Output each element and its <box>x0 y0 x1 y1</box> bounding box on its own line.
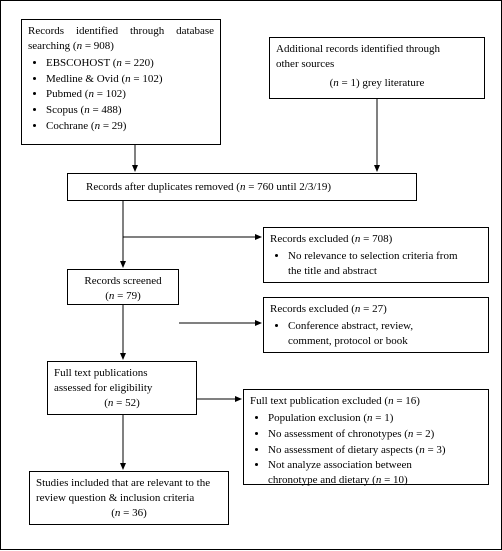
box-fulltext: Full text publications assessed for elig… <box>47 361 197 415</box>
list-item: Scopus (n = 488) <box>46 103 214 118</box>
box-excluded-27: Records excluded (n = 27) Conference abs… <box>263 297 489 353</box>
t: review question & inclusion criteria <box>36 491 222 506</box>
t: comment, protocol or book <box>288 335 408 347</box>
t: = 760 until 2/3/19) <box>245 181 331 193</box>
t: other sources <box>276 57 478 72</box>
t: No relevance to selection criteria from <box>288 250 458 262</box>
t: = 1) grey literature <box>339 77 425 89</box>
box-screened: Records screened (n = 79) <box>67 269 179 305</box>
excl2-list: Conference abstract, review, comment, pro… <box>270 319 482 349</box>
t: EBSCOHOST ( <box>46 57 116 69</box>
t: = 488) <box>90 104 122 116</box>
t: = 908) <box>82 40 114 52</box>
list-item: EBSCOHOST (n = 220) <box>46 56 214 71</box>
t: assessed for eligibility <box>54 381 190 396</box>
t: = 708) <box>360 233 392 245</box>
t: (n = 52) <box>54 396 190 411</box>
t: Scopus ( <box>46 104 84 116</box>
list-item: Medline & Ovid (n = 102) <box>46 72 214 87</box>
t: chronotype and dietary ( <box>268 474 376 486</box>
list-item: Conference abstract, review, comment, pro… <box>288 319 482 349</box>
t: (n = 1) grey literature <box>276 76 478 91</box>
box-excluded-16: Full text publication excluded (n = 16) … <box>243 389 489 485</box>
t: = 29) <box>100 120 126 132</box>
box-included: Studies included that are relevant to th… <box>29 471 229 525</box>
t: Records excluded ( <box>270 303 355 315</box>
excl3-list: Population exclusion (n = 1) No assessme… <box>250 411 482 488</box>
identified-list: EBSCOHOST (n = 220) Medline & Ovid (n = … <box>28 56 214 134</box>
t: Records excluded ( <box>270 233 355 245</box>
box-excluded-708: Records excluded (n = 708) No relevance … <box>263 227 489 283</box>
t: Records after duplicates removed ( <box>86 181 240 193</box>
identified-title: Records identified through database sear… <box>28 24 214 54</box>
t: Cochrane ( <box>46 120 95 132</box>
t: Records screened <box>74 274 172 289</box>
t: = 36) <box>120 507 146 519</box>
list-item: Population exclusion (n = 1) <box>268 411 482 426</box>
t: the title and abstract <box>288 265 377 277</box>
t: = 27) <box>360 303 386 315</box>
t: Full text publication excluded (n = 16) <box>250 394 482 409</box>
list-item: No assessment of chronotypes (n = 2) <box>268 427 482 442</box>
flowchart-frame: Records identified through database sear… <box>0 0 502 550</box>
t: = 16) <box>394 395 420 407</box>
t: No assessment of dietary aspects ( <box>268 444 419 456</box>
t: Pubmed ( <box>46 88 88 100</box>
box-identified: Records identified through database sear… <box>21 19 221 145</box>
t: = 2) <box>413 428 434 440</box>
excl1-list: No relevance to selection criteria from t… <box>270 249 482 279</box>
t: = 102) <box>94 88 126 100</box>
list-item: Cochrane (n = 29) <box>46 119 214 134</box>
box-afterdup: Records after duplicates removed (n = 76… <box>67 173 417 201</box>
t: = 220) <box>122 57 154 69</box>
t: = 102) <box>131 73 163 85</box>
t: (n = 36) <box>36 506 222 521</box>
box-additional: Additional records identified through ot… <box>269 37 485 99</box>
t: Additional records identified through <box>276 42 478 57</box>
t: = 3) <box>425 444 446 456</box>
list-item: No assessment of dietary aspects (n = 3) <box>268 443 482 458</box>
t: (n = 79) <box>74 289 172 304</box>
t: Full text publication excluded ( <box>250 395 388 407</box>
t: = 10) <box>381 474 407 486</box>
t: No assessment of chronotypes ( <box>268 428 408 440</box>
t: Records excluded (n = 27) <box>270 302 482 317</box>
t: Conference abstract, review, <box>288 320 413 332</box>
t: Studies included that are relevant to th… <box>36 476 222 491</box>
t: Population exclusion ( <box>268 412 367 424</box>
t: = 1) <box>373 412 394 424</box>
t: Not analyze association between <box>268 459 412 471</box>
t: = 79) <box>114 290 140 302</box>
list-item: No relevance to selection criteria from t… <box>288 249 482 279</box>
list-item: Not analyze association between chronotyp… <box>268 458 482 488</box>
t: Full text publications <box>54 366 190 381</box>
t: = 52) <box>113 397 139 409</box>
t: Medline & Ovid ( <box>46 73 125 85</box>
t: Records excluded (n = 708) <box>270 232 482 247</box>
list-item: Pubmed (n = 102) <box>46 87 214 102</box>
t: Records identified through <box>28 25 164 37</box>
